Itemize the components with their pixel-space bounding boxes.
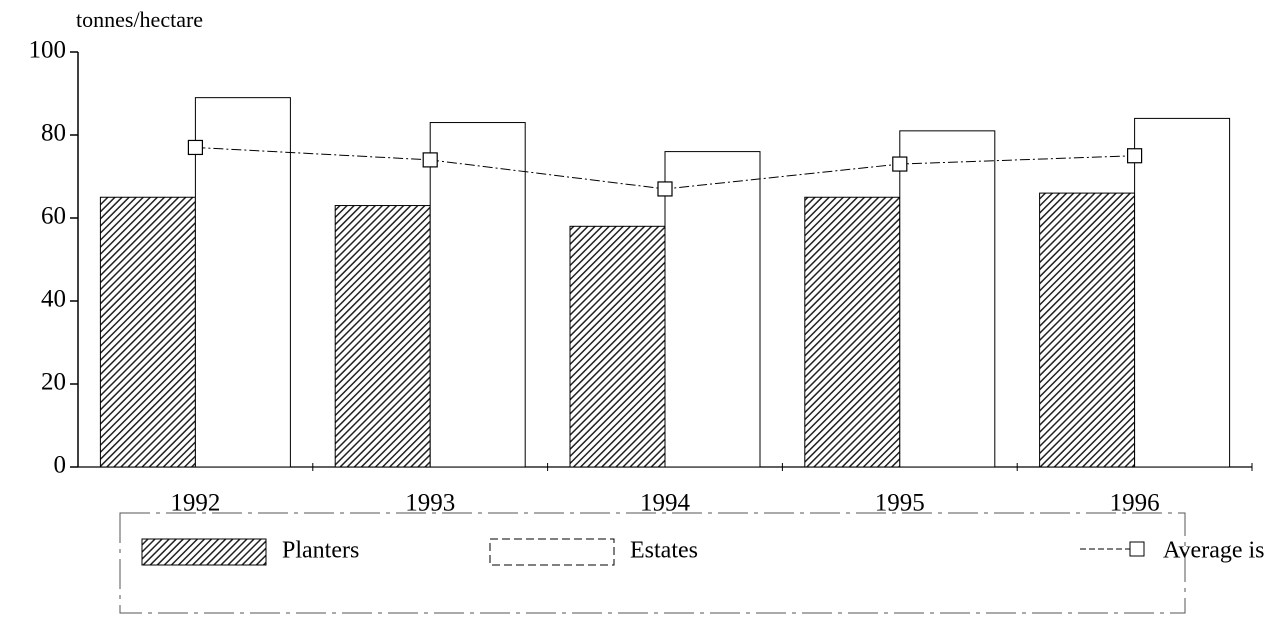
bar (1134, 117, 1231, 468)
line-marker (1126, 148, 1143, 164)
x-tick-label: 1995 (875, 490, 925, 517)
line-marker (187, 139, 203, 156)
bar (99, 196, 196, 468)
bar (804, 196, 901, 468)
bar (569, 225, 666, 468)
y-tick-label: 40 (41, 286, 66, 313)
y-tick-label: 0 (54, 452, 67, 479)
legend-box (119, 512, 1186, 614)
x-tick-label: 1993 (405, 490, 455, 517)
legend-swatch (141, 538, 267, 566)
legend-swatch (489, 538, 615, 566)
line-marker (657, 181, 673, 197)
bar (194, 97, 291, 468)
line-marker (892, 156, 908, 172)
bar (1039, 192, 1136, 468)
y-tick-label: 60 (41, 203, 66, 230)
bar (334, 205, 431, 468)
legend-label: Planters (282, 538, 359, 564)
bar (429, 122, 526, 468)
bar (664, 151, 761, 468)
line-marker (422, 152, 438, 168)
y-tick-label: 20 (41, 369, 66, 396)
x-tick-label: 1994 (640, 490, 691, 517)
x-tick-label: 1996 (1110, 490, 1160, 517)
bar (899, 130, 996, 468)
y-tick-label: 80 (41, 120, 66, 147)
y-axis-label: tonnes/hectare (76, 7, 203, 32)
y-tick-label: 100 (29, 37, 67, 64)
x-tick-label: 1992 (170, 490, 220, 517)
legend-label: Estates (630, 538, 698, 564)
legend-marker (1129, 541, 1145, 557)
legend-label: Average island (1163, 538, 1265, 564)
